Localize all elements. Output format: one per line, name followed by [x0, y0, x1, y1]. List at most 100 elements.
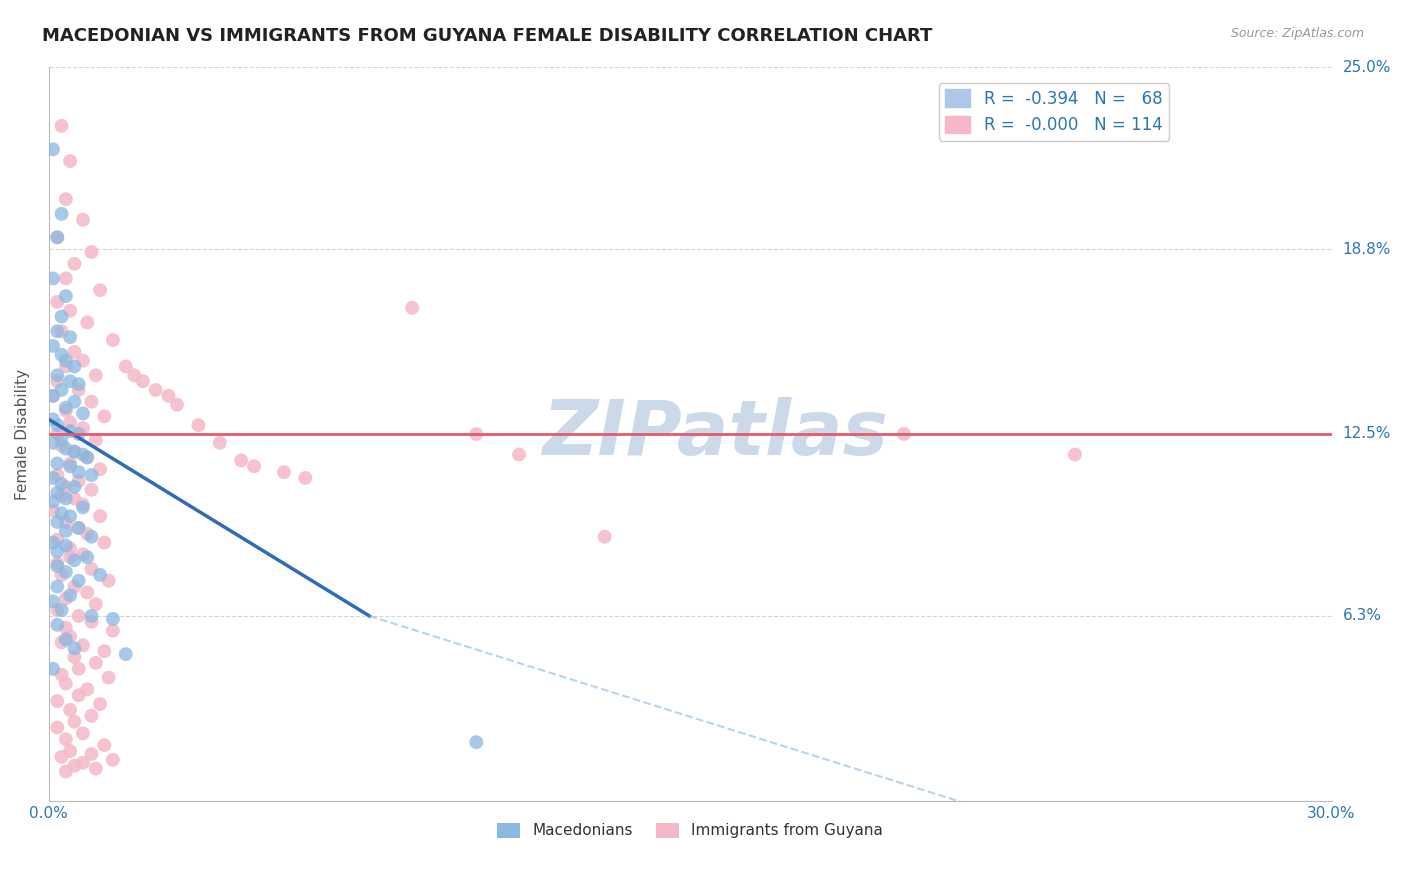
- Point: [231, 453, 253, 467]
- Point: [101, 612, 124, 626]
- Point: [59, 415, 82, 429]
- Point: [46, 427, 69, 442]
- Point: [80, 394, 103, 409]
- Point: [55, 491, 77, 506]
- Y-axis label: Female Disability: Female Disability: [15, 368, 30, 500]
- Point: [55, 565, 77, 579]
- Point: [51, 439, 73, 453]
- Point: [42, 142, 65, 156]
- Point: [76, 526, 98, 541]
- Point: [63, 580, 86, 594]
- Point: [59, 459, 82, 474]
- Point: [76, 585, 98, 599]
- Point: [51, 348, 73, 362]
- Point: [157, 389, 180, 403]
- Point: [63, 491, 86, 506]
- Point: [101, 333, 124, 347]
- Point: [51, 567, 73, 582]
- Point: [76, 315, 98, 329]
- Point: [76, 450, 98, 465]
- Point: [132, 374, 155, 388]
- Point: [55, 676, 77, 690]
- Point: [46, 603, 69, 617]
- Point: [67, 377, 90, 392]
- Point: [97, 574, 120, 588]
- Point: [42, 535, 65, 549]
- Point: [59, 330, 82, 344]
- Point: [67, 609, 90, 624]
- Point: [97, 671, 120, 685]
- Point: [51, 119, 73, 133]
- Point: [55, 764, 77, 779]
- Point: [42, 471, 65, 485]
- Point: [42, 662, 65, 676]
- Point: [93, 535, 115, 549]
- Point: [72, 448, 94, 462]
- Point: [51, 310, 73, 324]
- Point: [59, 303, 82, 318]
- Text: ZIPatlas: ZIPatlas: [543, 397, 889, 471]
- Point: [67, 521, 90, 535]
- Point: [80, 483, 103, 497]
- Point: [42, 339, 65, 353]
- Point: [46, 544, 69, 558]
- Point: [72, 407, 94, 421]
- Point: [51, 207, 73, 221]
- Point: [67, 688, 90, 702]
- Point: [166, 398, 188, 412]
- Point: [67, 465, 90, 479]
- Point: [187, 418, 209, 433]
- Point: [55, 401, 77, 415]
- Point: [145, 383, 167, 397]
- Point: [67, 574, 90, 588]
- Point: [76, 682, 98, 697]
- Point: [51, 603, 73, 617]
- Point: [80, 245, 103, 260]
- Point: [55, 403, 77, 417]
- Text: 6.3%: 6.3%: [1343, 608, 1382, 624]
- Point: [55, 515, 77, 529]
- Point: [55, 591, 77, 606]
- Point: [59, 589, 82, 603]
- Point: [46, 294, 69, 309]
- Point: [59, 424, 82, 438]
- Point: [84, 597, 107, 611]
- Point: [55, 480, 77, 494]
- Point: [55, 353, 77, 368]
- Point: [46, 230, 69, 244]
- Point: [593, 530, 616, 544]
- Point: [80, 562, 103, 576]
- Point: [63, 257, 86, 271]
- Point: [72, 547, 94, 561]
- Point: [55, 442, 77, 456]
- Point: [80, 609, 103, 624]
- Point: [63, 444, 86, 458]
- Point: [51, 433, 73, 447]
- Point: [84, 762, 107, 776]
- Point: [46, 694, 69, 708]
- Point: [63, 758, 86, 772]
- Point: [46, 485, 69, 500]
- Point: [76, 550, 98, 565]
- Point: [72, 756, 94, 770]
- Point: [72, 421, 94, 435]
- Point: [63, 359, 86, 374]
- Point: [89, 567, 111, 582]
- Point: [46, 418, 69, 433]
- Point: [51, 635, 73, 649]
- Point: [89, 462, 111, 476]
- Point: [63, 641, 86, 656]
- Point: [51, 667, 73, 681]
- Text: 12.5%: 12.5%: [1343, 426, 1391, 442]
- Point: [76, 450, 98, 465]
- Point: [46, 230, 69, 244]
- Point: [46, 515, 69, 529]
- Point: [72, 726, 94, 740]
- Point: [46, 533, 69, 547]
- Point: [72, 353, 94, 368]
- Point: [42, 494, 65, 508]
- Point: [84, 368, 107, 383]
- Point: [114, 359, 136, 374]
- Point: [59, 550, 82, 565]
- Point: [67, 427, 90, 442]
